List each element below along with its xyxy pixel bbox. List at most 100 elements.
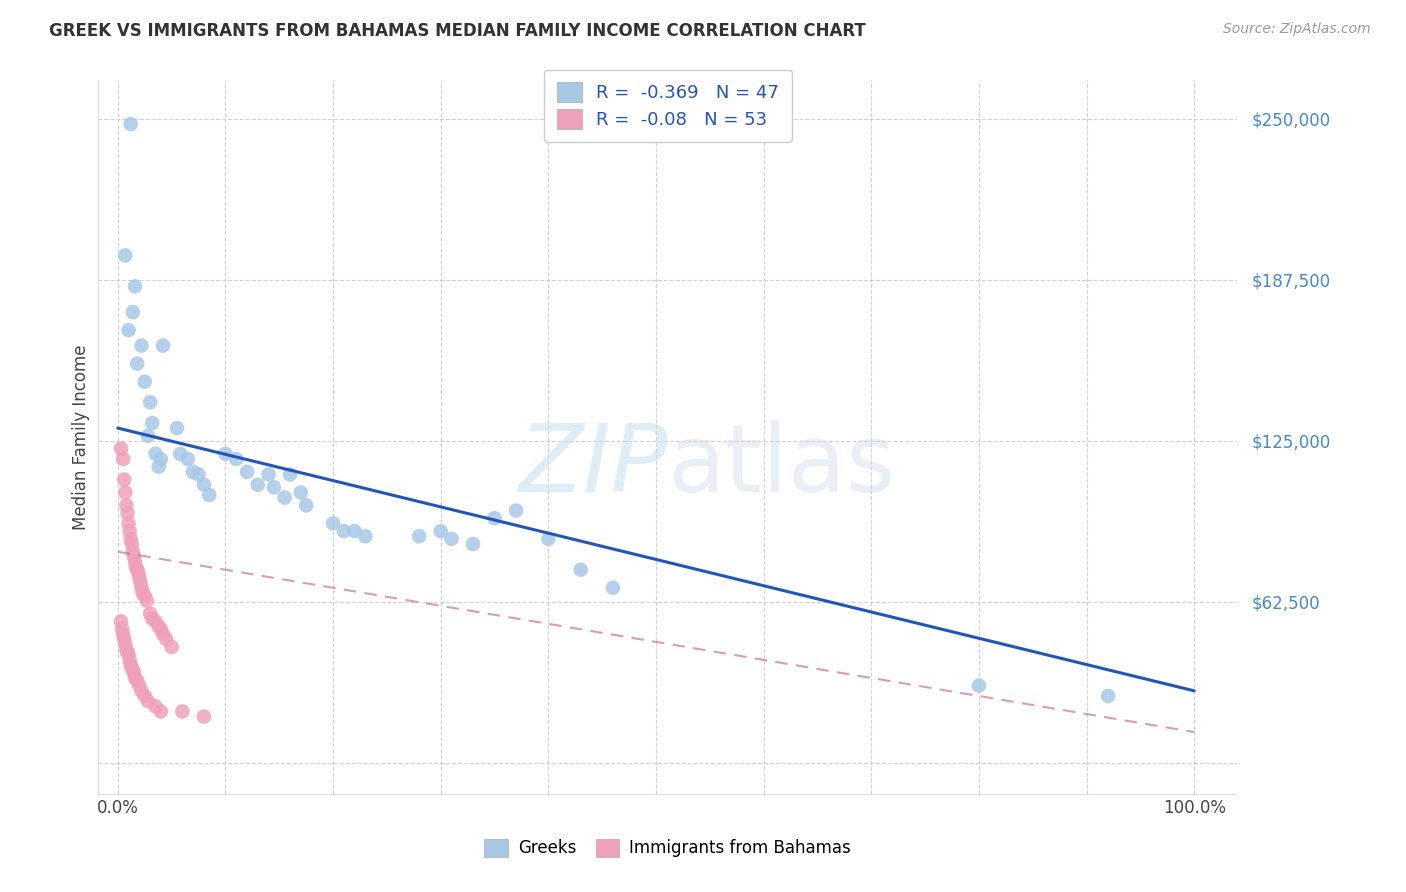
Text: ZIP: ZIP bbox=[519, 420, 668, 511]
Point bbox=[569, 563, 592, 577]
Point bbox=[134, 375, 156, 389]
Point bbox=[134, 589, 156, 603]
Point bbox=[114, 248, 136, 262]
Point bbox=[214, 447, 236, 461]
Point bbox=[145, 614, 167, 628]
Point bbox=[118, 653, 141, 667]
Point bbox=[110, 442, 132, 456]
Point bbox=[121, 663, 143, 677]
Point bbox=[149, 622, 172, 636]
Text: GREEK VS IMMIGRANTS FROM BAHAMAS MEDIAN FAMILY INCOME CORRELATION CHART: GREEK VS IMMIGRANTS FROM BAHAMAS MEDIAN … bbox=[49, 22, 866, 40]
Point bbox=[169, 447, 191, 461]
Point bbox=[139, 395, 162, 409]
Point bbox=[172, 705, 194, 719]
Point bbox=[967, 679, 990, 693]
Point bbox=[429, 524, 451, 538]
Point bbox=[187, 467, 209, 482]
Point bbox=[117, 516, 139, 531]
Text: Source: ZipAtlas.com: Source: ZipAtlas.com bbox=[1223, 22, 1371, 37]
Point bbox=[141, 416, 163, 430]
Point bbox=[136, 429, 159, 443]
Point bbox=[115, 642, 138, 657]
Point bbox=[129, 575, 152, 590]
Point bbox=[461, 537, 484, 551]
Point bbox=[131, 581, 153, 595]
Point bbox=[131, 586, 153, 600]
Point bbox=[121, 537, 143, 551]
Point bbox=[141, 612, 163, 626]
Point bbox=[134, 689, 156, 703]
Point bbox=[131, 683, 153, 698]
Point bbox=[484, 511, 506, 525]
Point bbox=[408, 529, 430, 543]
Point bbox=[115, 499, 138, 513]
Y-axis label: Median Family Income: Median Family Income bbox=[72, 344, 90, 530]
Point bbox=[263, 480, 285, 494]
Point bbox=[117, 506, 139, 520]
Point bbox=[136, 694, 159, 708]
Point bbox=[246, 477, 269, 491]
Point bbox=[295, 499, 318, 513]
Point bbox=[505, 503, 527, 517]
Point bbox=[1097, 689, 1119, 703]
Point bbox=[537, 532, 560, 546]
Point bbox=[112, 632, 135, 647]
Point bbox=[198, 488, 221, 502]
Point bbox=[121, 660, 143, 674]
Point bbox=[273, 491, 295, 505]
Point bbox=[114, 485, 136, 500]
Point bbox=[148, 459, 170, 474]
Point bbox=[257, 467, 280, 482]
Point bbox=[160, 640, 183, 654]
Point bbox=[127, 563, 149, 577]
Point bbox=[122, 549, 145, 564]
Point bbox=[121, 545, 143, 559]
Point bbox=[124, 555, 146, 569]
Point bbox=[114, 637, 136, 651]
Point bbox=[117, 645, 139, 659]
Point bbox=[112, 473, 135, 487]
Point bbox=[149, 452, 172, 467]
Point bbox=[111, 622, 134, 636]
Point bbox=[193, 709, 215, 723]
Point bbox=[117, 323, 139, 337]
Point bbox=[128, 679, 150, 693]
Point bbox=[236, 465, 259, 479]
Point bbox=[440, 532, 463, 546]
Point bbox=[120, 117, 142, 131]
Point bbox=[333, 524, 356, 538]
Point bbox=[290, 485, 312, 500]
Point bbox=[354, 529, 377, 543]
Point bbox=[131, 338, 153, 352]
Point bbox=[135, 593, 157, 607]
Point bbox=[127, 566, 149, 580]
Point bbox=[225, 452, 247, 467]
Legend: Greeks, Immigrants from Bahamas: Greeks, Immigrants from Bahamas bbox=[478, 832, 858, 864]
Point bbox=[343, 524, 366, 538]
Point bbox=[120, 658, 142, 673]
Text: atlas: atlas bbox=[668, 419, 896, 512]
Point bbox=[155, 632, 177, 647]
Point bbox=[145, 447, 167, 461]
Point bbox=[177, 452, 200, 467]
Point bbox=[193, 477, 215, 491]
Point bbox=[127, 357, 149, 371]
Point bbox=[149, 705, 172, 719]
Point bbox=[121, 305, 143, 319]
Point bbox=[139, 607, 162, 621]
Point bbox=[278, 467, 301, 482]
Point bbox=[128, 570, 150, 584]
Point bbox=[112, 452, 135, 467]
Point bbox=[152, 338, 174, 352]
Point bbox=[112, 627, 135, 641]
Point bbox=[602, 581, 624, 595]
Point bbox=[124, 279, 146, 293]
Point bbox=[118, 524, 141, 538]
Point bbox=[166, 421, 188, 435]
Point bbox=[148, 619, 170, 633]
Point bbox=[124, 671, 146, 685]
Point bbox=[122, 665, 145, 680]
Point bbox=[322, 516, 344, 531]
Point bbox=[181, 465, 204, 479]
Point bbox=[145, 699, 167, 714]
